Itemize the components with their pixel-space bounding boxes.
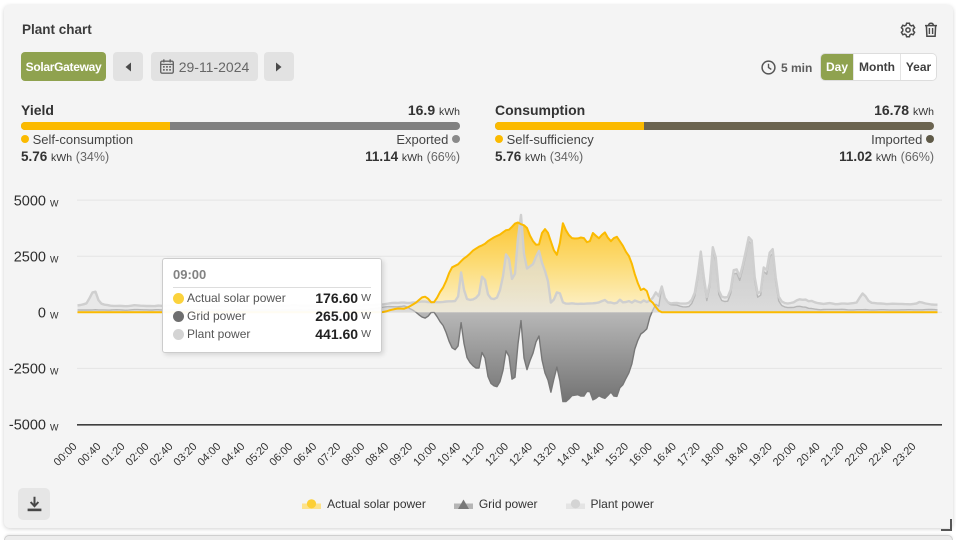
svg-text:16:40: 16:40 <box>651 441 679 469</box>
svg-text:15:20: 15:20 <box>603 441 631 469</box>
svg-text:-5000: -5000 <box>9 418 46 434</box>
svg-text:04:40: 04:40 <box>219 441 247 469</box>
svg-text:11:20: 11:20 <box>460 441 487 468</box>
svg-text:12:00: 12:00 <box>483 441 511 469</box>
svg-text:14:40: 14:40 <box>579 441 607 469</box>
svg-text:16:00: 16:00 <box>627 441 655 469</box>
svg-text:19:20: 19:20 <box>747 441 775 469</box>
svg-text:14:00: 14:00 <box>555 441 583 469</box>
svg-text:W: W <box>50 367 59 377</box>
svg-text:21:20: 21:20 <box>819 441 847 469</box>
svg-text:10:40: 10:40 <box>435 441 463 469</box>
svg-text:00:00: 00:00 <box>52 441 80 469</box>
svg-text:W: W <box>50 198 59 208</box>
svg-text:13:20: 13:20 <box>531 441 559 469</box>
svg-text:01:20: 01:20 <box>100 441 128 469</box>
svg-text:08:00: 08:00 <box>339 441 367 469</box>
svg-text:22:00: 22:00 <box>843 441 871 469</box>
svg-text:2500: 2500 <box>14 249 46 265</box>
svg-text:09:20: 09:20 <box>387 441 415 469</box>
svg-text:17:20: 17:20 <box>675 441 703 469</box>
svg-text:05:20: 05:20 <box>243 441 271 469</box>
svg-text:W: W <box>50 311 59 321</box>
svg-text:-2500: -2500 <box>9 362 46 378</box>
svg-text:06:40: 06:40 <box>291 441 319 469</box>
svg-text:0: 0 <box>38 306 46 322</box>
svg-text:23:20: 23:20 <box>891 441 919 469</box>
svg-text:07:20: 07:20 <box>315 441 343 469</box>
svg-text:12:40: 12:40 <box>507 441 535 469</box>
svg-text:03:20: 03:20 <box>172 441 200 469</box>
svg-text:10:00: 10:00 <box>411 441 439 469</box>
svg-text:22:40: 22:40 <box>867 441 895 469</box>
svg-text:5000: 5000 <box>14 193 46 209</box>
svg-text:02:40: 02:40 <box>148 441 176 469</box>
svg-text:06:00: 06:00 <box>267 441 295 469</box>
svg-text:W: W <box>50 254 59 264</box>
svg-text:04:00: 04:00 <box>195 441 223 469</box>
svg-text:02:00: 02:00 <box>124 441 152 469</box>
svg-text:W: W <box>50 423 59 433</box>
svg-text:20:40: 20:40 <box>795 441 823 469</box>
svg-text:20:00: 20:00 <box>771 441 799 469</box>
svg-text:00:40: 00:40 <box>76 441 104 469</box>
svg-text:18:00: 18:00 <box>699 441 727 469</box>
svg-text:08:40: 08:40 <box>363 441 391 469</box>
svg-text:18:40: 18:40 <box>723 441 751 469</box>
